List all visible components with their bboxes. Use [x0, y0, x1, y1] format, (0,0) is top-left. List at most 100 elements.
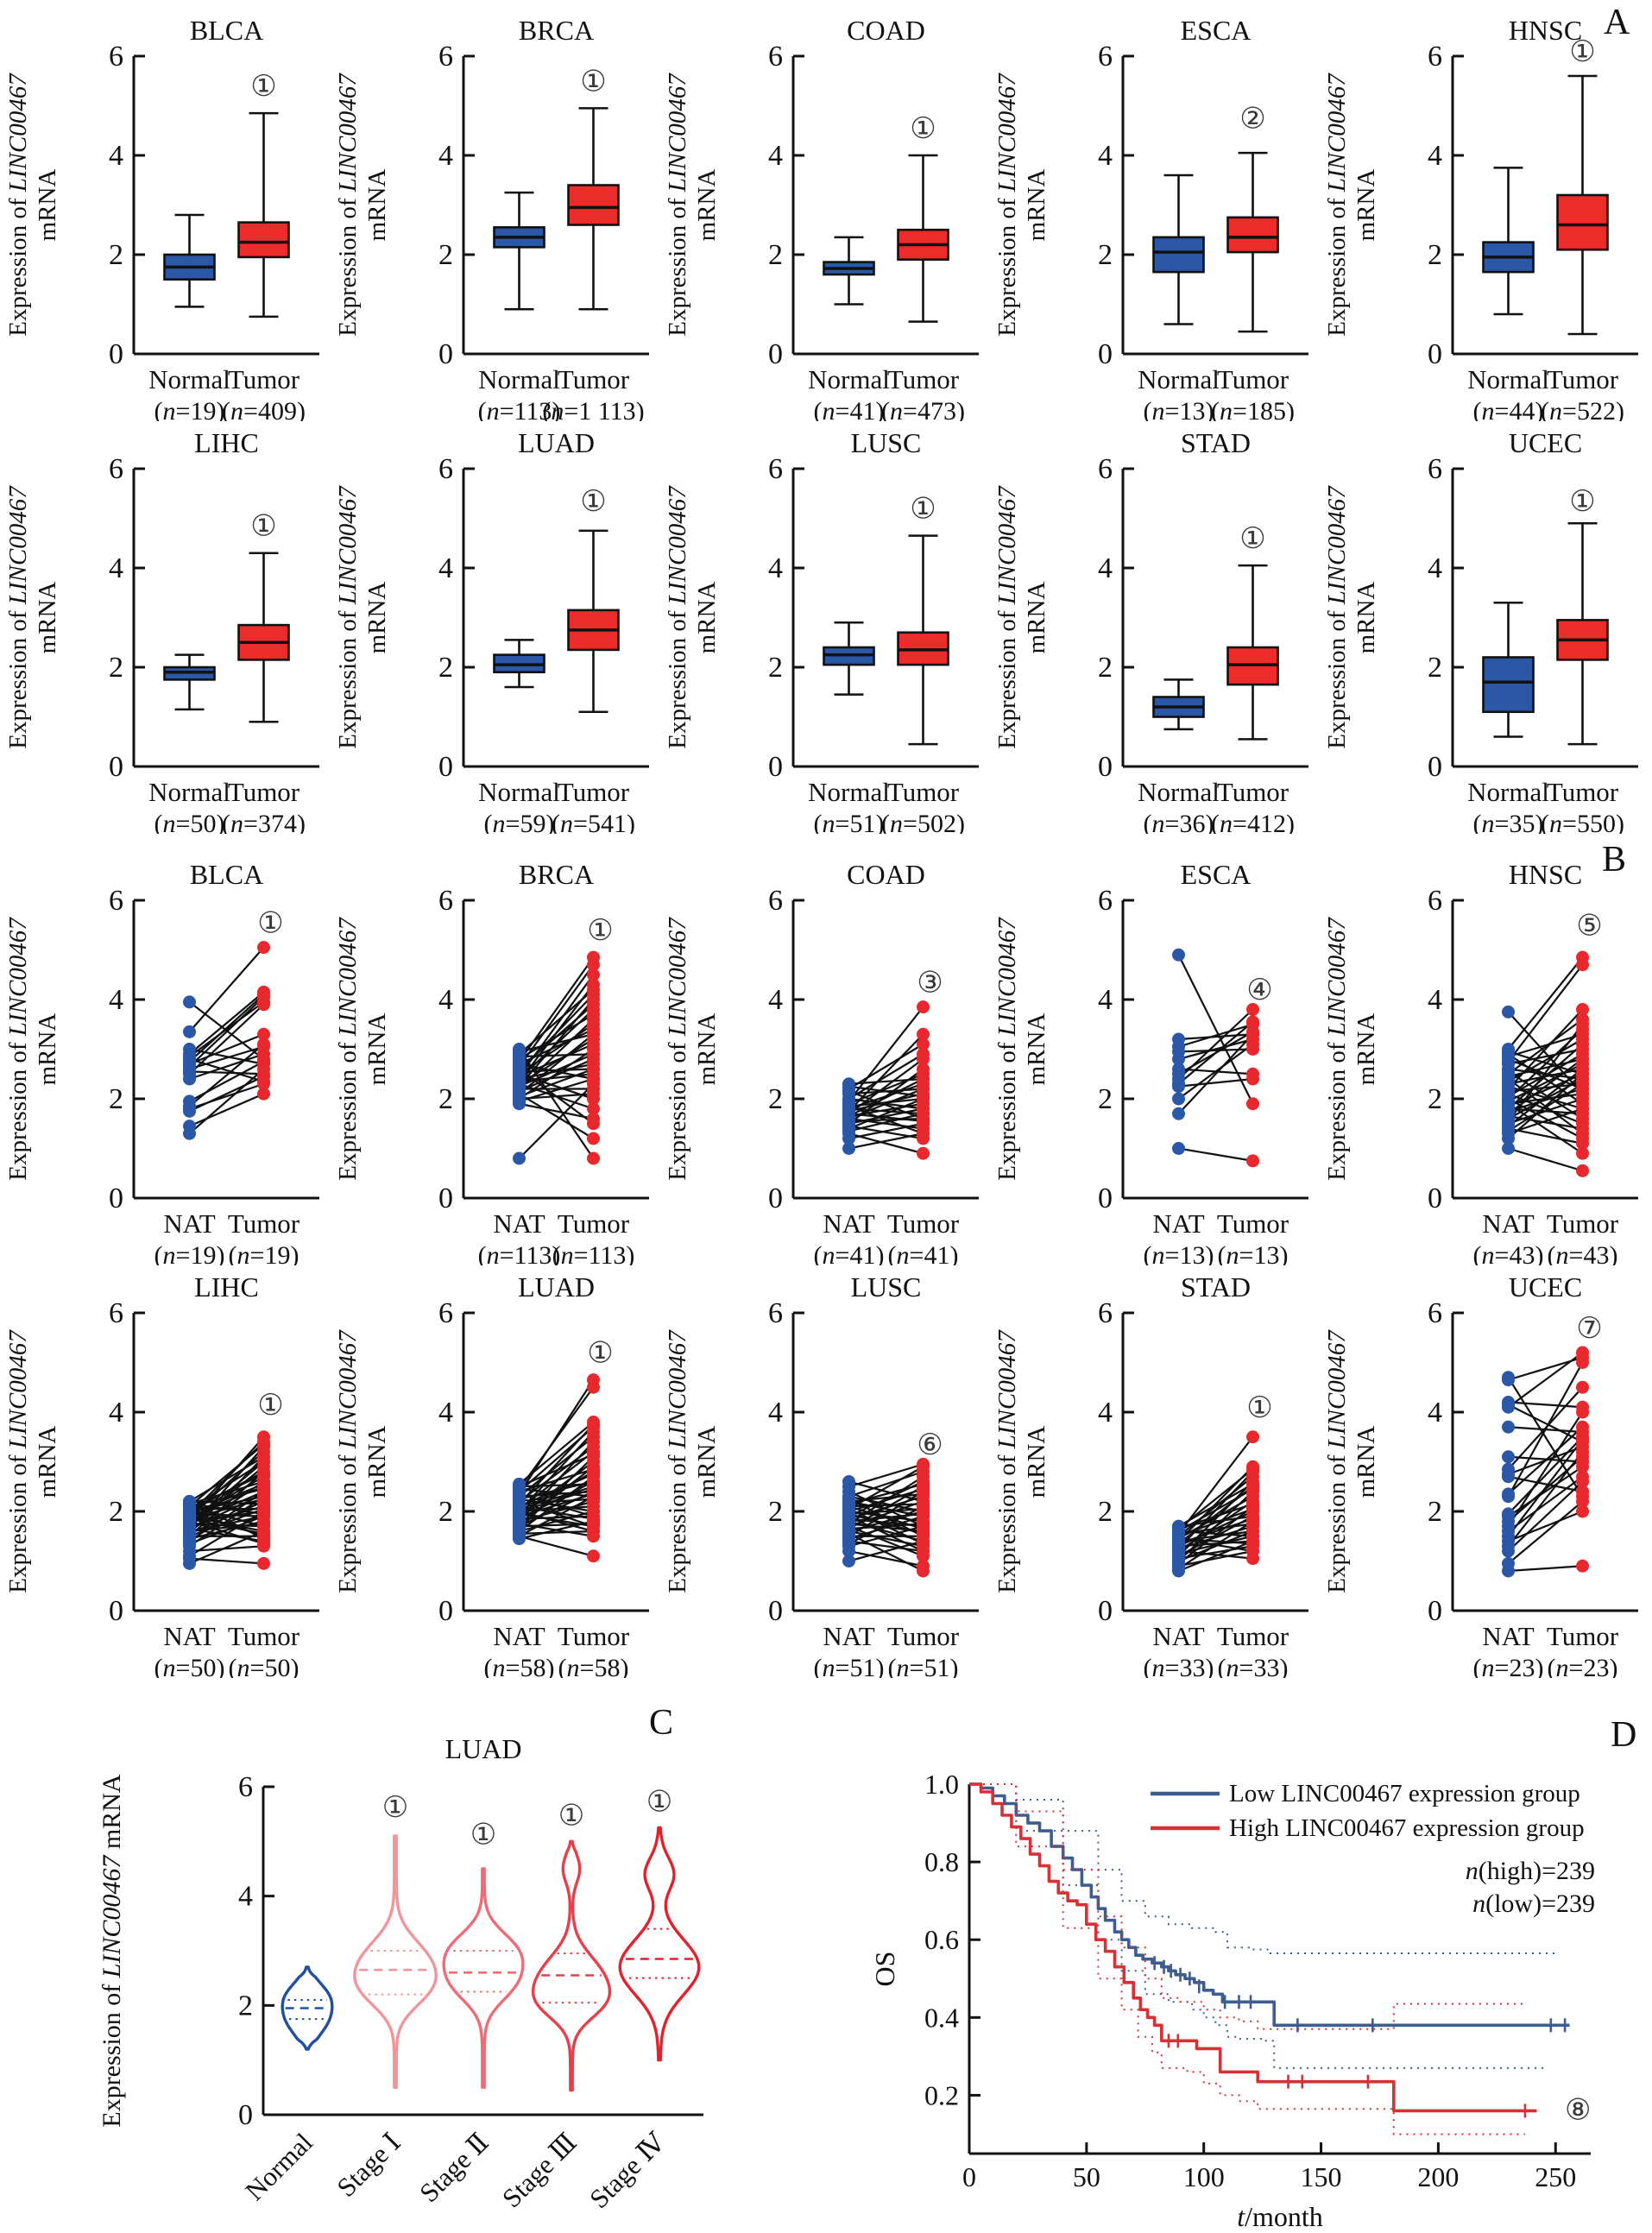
- x-tick-label: 150: [1301, 2161, 1342, 2192]
- group-label: Tumor: [1217, 777, 1289, 807]
- pair-dots: [1502, 950, 1589, 1177]
- y-tick-label: 2: [109, 652, 123, 684]
- panel-c-violin-plot: 0 2 4 6 LUAD Expression of LINC00467 mRNA Norm…: [82, 1722, 712, 2233]
- y-tick-label: 6: [1098, 41, 1113, 73]
- y-axis-label-line1: Expression of LINC00467: [4, 485, 32, 749]
- group-label: NAT: [1482, 1621, 1534, 1651]
- subplot-title: LIHC: [194, 1271, 259, 1303]
- box-normal: [823, 236, 875, 306]
- y-axis-label-line1: Expression of LINC00467: [4, 73, 32, 337]
- y-axis-label-line2: mRNA: [1352, 1013, 1380, 1086]
- x-tick-label: 200: [1417, 2161, 1459, 2192]
- significance-annotation: ⑥: [917, 1429, 943, 1461]
- significance-annotation: ①: [257, 907, 283, 939]
- group-label: Tumor: [1547, 1208, 1619, 1239]
- y-axis-label-line2: mRNA: [1023, 1426, 1050, 1498]
- group-label: Tumor: [887, 1208, 960, 1239]
- y-tick-label: 2: [1428, 652, 1442, 684]
- group-n-label: (n=58): [484, 1654, 555, 1678]
- y-tick-label: 2: [1428, 1083, 1442, 1115]
- subplot-title: UCEC: [1509, 427, 1582, 458]
- x-tick-label: 250: [1535, 2161, 1576, 2192]
- y-tick-label: 2: [1428, 239, 1442, 271]
- y-tick-label: 6: [1098, 885, 1113, 917]
- significance-annotation: ①: [646, 1787, 672, 1819]
- x-tick-label: 50: [1073, 2161, 1100, 2192]
- group-label: Tumor: [1217, 1208, 1289, 1239]
- y-tick-label: 0: [768, 338, 783, 370]
- pair-dots: [513, 1373, 600, 1563]
- box-normal: [823, 621, 875, 696]
- significance-annotation: ⑧: [1565, 2094, 1591, 2126]
- y-axis-label-line2: mRNA: [1352, 1426, 1380, 1498]
- pair-lines: [1507, 956, 1584, 1172]
- group-n-label: (n=13): [1144, 1241, 1214, 1265]
- y-tick-label: 2: [109, 1083, 123, 1115]
- group-n-label: (n=33): [1144, 1654, 1214, 1678]
- significance-annotation: ①: [580, 66, 606, 98]
- box-tumor: [897, 154, 949, 323]
- box-tumor: [567, 529, 620, 714]
- group-n-label: (n=35): [1473, 810, 1544, 834]
- group-label: Tumor: [558, 777, 630, 807]
- y-axis-label-line1: Expression of LINC00467: [4, 1329, 32, 1593]
- y-tick-label: 4: [1428, 140, 1442, 172]
- y-tick-label: 6: [438, 1297, 453, 1329]
- pair-lines: [848, 1463, 924, 1572]
- y-tick-label: 4: [1428, 984, 1442, 1016]
- y-tick-label: 4: [1098, 1397, 1113, 1429]
- group-n-label: (n=23): [1473, 1654, 1544, 1678]
- group-label: Normal: [478, 364, 560, 394]
- y-tick-label: 6: [438, 885, 453, 917]
- group-n-label: (n=412): [1211, 810, 1295, 834]
- violin-plot-luad: 0 2 4 6 LUAD Expression of LINC00467 mRNA Norm…: [98, 1733, 703, 2214]
- y-tick-label: 6: [109, 885, 123, 917]
- group-n-label: (n=50): [229, 1654, 300, 1678]
- pair-dots: [1172, 948, 1259, 1168]
- y-tick-label: 2: [438, 1496, 453, 1528]
- y-axis-label-line1: Expression of LINC00467: [1323, 485, 1351, 749]
- subplot-title: HNSC: [1509, 15, 1582, 46]
- y-tick-label: 4: [1098, 140, 1113, 172]
- significance-annotation: ①: [250, 511, 276, 543]
- y-tick-label: 0: [438, 751, 453, 783]
- y-tick-label: 0: [1098, 1183, 1113, 1214]
- legend-label-low: Low LINC00467 expression group: [1229, 1780, 1580, 1807]
- y-tick-label: 0.8: [924, 1846, 959, 1877]
- subplot-title: STAD: [1181, 427, 1251, 458]
- subplot-title: LUAD: [518, 1271, 595, 1303]
- group-n-label: (n=502): [881, 810, 965, 834]
- y-tick-label: 2: [1098, 1083, 1113, 1115]
- box-tumor: [1226, 564, 1279, 741]
- group-label: Normal: [1467, 777, 1549, 807]
- significance-annotation: ①: [1239, 523, 1265, 555]
- y-tick-label: 2: [1428, 1496, 1442, 1528]
- significance-annotation: ①: [257, 1390, 283, 1422]
- significance-annotation: ③: [917, 967, 943, 999]
- significance-annotation: ②: [1239, 103, 1265, 135]
- significance-annotation: ①: [558, 1800, 584, 1832]
- y-tick-label: 4: [1098, 984, 1113, 1016]
- group-label: Tumor: [558, 1208, 630, 1239]
- y-tick-label: 4: [1428, 1397, 1442, 1429]
- x-category-label: Stage Ⅲ: [496, 2127, 583, 2213]
- box-tumor: [897, 534, 949, 746]
- y-tick-label: 0.6: [924, 1924, 959, 1955]
- violin-stage-ⅲ: [531, 1839, 612, 2092]
- y-axis-label-line1: Expression of LINC00467: [664, 485, 691, 749]
- y-axis-label-line1: Expression of LINC00467: [993, 1329, 1021, 1593]
- violin-stage-ⅰ: [353, 1834, 438, 2090]
- subplot-title: BLCA: [190, 15, 263, 46]
- group-label: Tumor: [228, 1621, 300, 1651]
- y-tick-label: 4: [768, 552, 783, 584]
- group-label: Tumor: [228, 777, 300, 807]
- y-axis-label-line2: mRNA: [693, 169, 721, 242]
- x-category-label: Stage Ⅰ: [331, 2127, 407, 2203]
- box-tumor: [237, 111, 290, 319]
- y-axis-label-line2: mRNA: [1352, 169, 1380, 242]
- legend-count: n(low)=239: [1472, 1889, 1595, 1918]
- subplot-title: UCEC: [1509, 1271, 1582, 1303]
